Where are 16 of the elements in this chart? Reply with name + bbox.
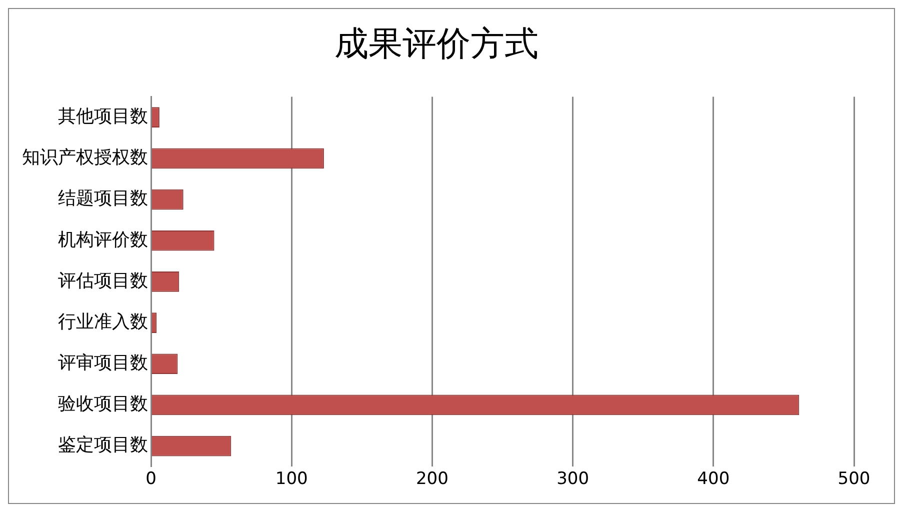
y-tick-label: 其他项目数 xyxy=(58,106,148,128)
chart-title: 成果评价方式 xyxy=(334,24,538,64)
y-tick-label: 验收项目数 xyxy=(58,394,148,415)
x-tick-label: 200 xyxy=(416,469,448,490)
x-tick-label: 300 xyxy=(556,469,590,490)
y-tick-label: 机构评价数 xyxy=(58,229,148,250)
x-tick-label: 400 xyxy=(697,469,730,490)
x-tick-label: 100 xyxy=(275,469,308,490)
y-tick-label: 鉴定项目数 xyxy=(58,434,148,456)
y-tick-label: 评估项目数 xyxy=(58,270,148,292)
x-tick-label: 0 xyxy=(146,469,156,490)
y-tick-label: 知识产权授权数 xyxy=(22,147,148,168)
y-tick-label: 结题项目数 xyxy=(58,188,148,210)
y-tick-label: 评审项目数 xyxy=(58,352,148,374)
x-tick-label: 500 xyxy=(838,469,870,490)
y-tick-label: 行业准入数 xyxy=(58,311,148,332)
